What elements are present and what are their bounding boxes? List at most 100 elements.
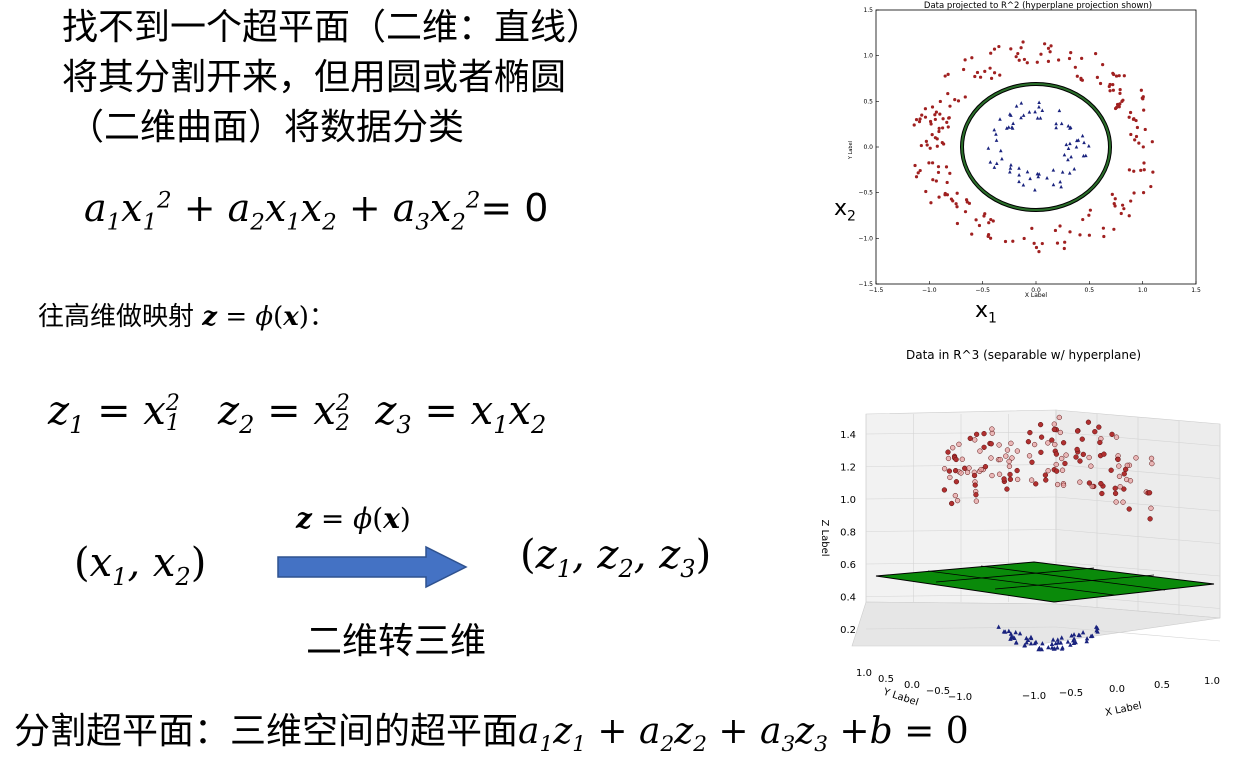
inner-point	[1019, 115, 1023, 120]
upper-point	[1027, 429, 1033, 436]
upper-point	[1054, 481, 1061, 488]
lower-point	[1068, 642, 1073, 647]
upper-point	[1014, 476, 1021, 483]
upper-point	[1014, 448, 1021, 454]
outer-point	[1073, 65, 1077, 69]
inner-point	[1054, 121, 1058, 126]
upper-point	[1029, 459, 1035, 465]
plot3d-ztick: 0.8	[840, 528, 856, 539]
outer-point	[935, 144, 939, 148]
outer-point	[941, 117, 945, 121]
upper-point	[959, 456, 965, 462]
outer-point	[1049, 44, 1053, 48]
outer-point	[1141, 190, 1146, 195]
inner-point	[1057, 108, 1062, 113]
outer-point	[1134, 118, 1138, 123]
plot2d-ytick: 1.5	[863, 7, 873, 14]
plot2d-xtick: −1.0	[922, 287, 937, 294]
inner-point	[1059, 184, 1063, 189]
heading-line-1: 找不到一个超平面（二维：直线）	[62, 7, 603, 48]
plot2d-axes	[875, 9, 1197, 285]
outer-point	[923, 115, 928, 119]
upper-point	[1089, 483, 1095, 490]
outer-point	[1053, 228, 1058, 233]
upper-point	[966, 465, 972, 471]
upper-point	[1113, 434, 1120, 440]
upper-point	[1038, 434, 1045, 440]
lower-point	[1065, 639, 1071, 644]
outer-point	[1101, 63, 1105, 67]
outer-point	[944, 165, 949, 169]
outer-point	[930, 161, 935, 165]
mapping-label: 往高维做映射	[38, 302, 195, 332]
outer-point	[1129, 199, 1133, 203]
upper-point	[1031, 441, 1038, 448]
lower-point	[1052, 646, 1057, 651]
upper-point	[1059, 467, 1066, 473]
upper-point	[1121, 486, 1127, 492]
outer-point	[916, 171, 920, 175]
outer-point	[1129, 132, 1133, 137]
outer-point	[937, 126, 941, 131]
upper-point	[1146, 490, 1153, 496]
inner-point	[1058, 179, 1062, 184]
outer-point	[934, 179, 938, 183]
upper-point	[1079, 436, 1085, 442]
upper-point	[981, 430, 987, 437]
outer-point	[1119, 211, 1123, 216]
plot2d-xtick: 0.0	[1031, 287, 1041, 294]
upper-point	[954, 497, 961, 504]
lower-point	[1084, 638, 1089, 644]
upper-point	[962, 465, 968, 471]
upper-point	[989, 426, 995, 432]
outer-point	[989, 51, 993, 55]
outer-point	[919, 143, 923, 148]
outer-point	[1113, 197, 1117, 201]
outer-point	[1112, 72, 1116, 77]
upper-point	[1053, 461, 1059, 468]
outer-point	[924, 139, 928, 143]
upper-point	[977, 448, 983, 454]
upper-point	[1108, 467, 1114, 473]
lower-point	[1049, 645, 1055, 650]
outer-point	[1132, 169, 1136, 173]
upper-point	[950, 445, 956, 451]
upper-point	[1098, 480, 1104, 487]
lower-point	[1071, 632, 1077, 637]
inner-point	[1021, 182, 1026, 187]
upper-point	[1042, 472, 1049, 478]
upper-point	[1056, 414, 1062, 421]
outer-point	[988, 66, 992, 70]
outer-point	[1055, 241, 1060, 245]
outer-point	[1115, 105, 1119, 109]
inner-point	[1017, 166, 1021, 170]
outer-point	[940, 141, 944, 145]
outer-point	[1108, 89, 1112, 93]
outer-point	[1040, 241, 1044, 246]
lower-point	[1022, 643, 1027, 648]
upper-point	[1133, 455, 1139, 461]
plot2d-xtick: −0.5	[975, 287, 990, 294]
upper-point	[1001, 476, 1007, 482]
lower-point	[1046, 644, 1051, 650]
outer-point	[1009, 47, 1013, 51]
outer-point	[1111, 88, 1115, 92]
outer-point	[928, 146, 932, 150]
inner-point	[1037, 100, 1041, 104]
upper-point	[1028, 477, 1035, 483]
lower-point	[1060, 645, 1065, 650]
outer-point	[924, 189, 928, 194]
outer-point	[918, 117, 922, 121]
inner-point	[1000, 156, 1004, 161]
outer-point	[988, 236, 993, 240]
outer-point	[953, 98, 957, 102]
upper-point	[973, 498, 980, 504]
outer-point	[1030, 226, 1034, 231]
plot2d-xtick: 1.5	[1191, 287, 1201, 294]
upper-point	[973, 431, 980, 437]
upper-point	[1112, 485, 1118, 491]
upper-point	[967, 435, 973, 442]
outer-point	[1034, 245, 1039, 250]
bottom-line: 分割超平面：三维空间的超平面a1z1 + a2z2 + a3z3 +b = 0	[14, 711, 969, 757]
upper-point	[1097, 439, 1103, 446]
